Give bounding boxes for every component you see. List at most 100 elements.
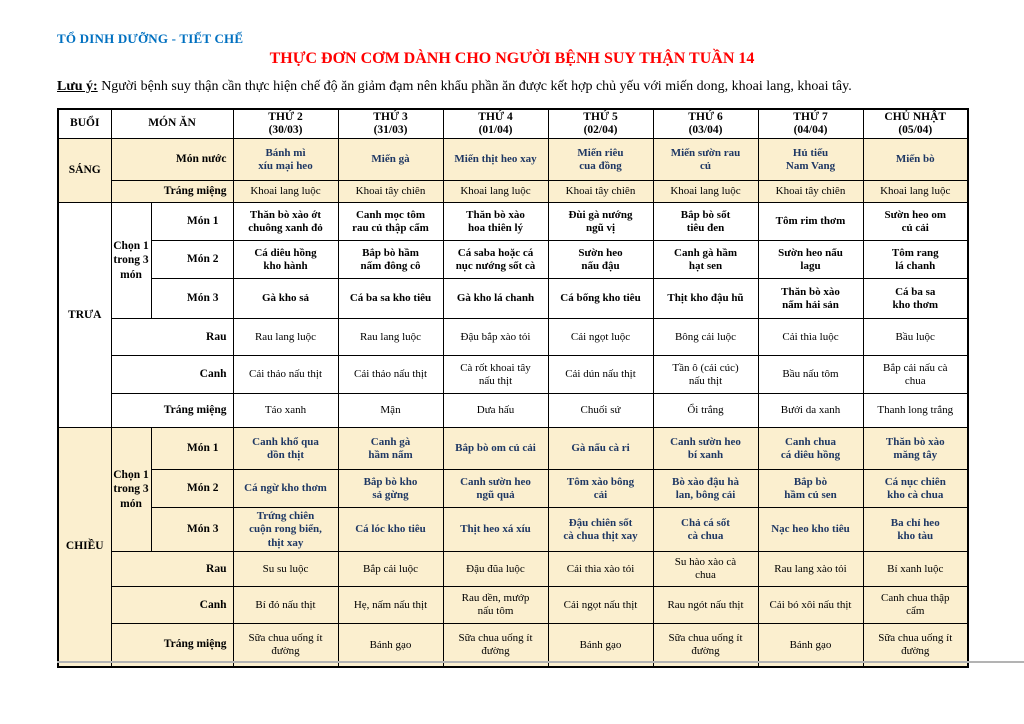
menu-cell: Cải thìa luộc	[757, 318, 864, 357]
menu-cell: Đậu bắp xào tỏi	[442, 318, 549, 357]
day-name: THỨ 6	[688, 111, 723, 123]
row-label-mon2: Món 2	[150, 240, 234, 280]
col-header-day-3: THỨ 3 (31/03)	[337, 108, 444, 140]
menu-cell: Canh gà hầm nấm	[337, 427, 444, 471]
menu-cell: Thịt heo xá xíu	[442, 507, 549, 553]
note-text: Người bệnh suy thận cần thực hiện chế độ…	[97, 79, 852, 94]
section-label-sang: SÁNG	[57, 138, 112, 204]
menu-cell: Canh chua cá diêu hồng	[757, 427, 864, 471]
menu-cell: Cải ngọt nấu thịt	[547, 586, 654, 625]
note-label: Lưu ý:	[57, 79, 98, 94]
menu-cell: Chuối sứ	[547, 393, 654, 429]
menu-cell: Thăn bò xào ớt chuông xanh đỏ	[232, 202, 339, 242]
menu-cell: Thịt kho đậu hũ	[652, 278, 759, 320]
menu-cell: Rau lang luộc	[232, 318, 339, 357]
menu-cell: Cá diêu hồng kho hành	[232, 240, 339, 280]
menu-cell: Dưa hấu	[442, 393, 549, 429]
menu-cell: Bánh gạo	[757, 623, 864, 668]
row-label-canh: Canh	[110, 355, 234, 395]
menu-cell: Bắp bò hầm nấm đông cô	[337, 240, 444, 280]
menu-cell: Bắp bò hầm củ sen	[757, 469, 864, 509]
row-label-mon3: Món 3	[150, 278, 234, 320]
menu-cell: Bánh gạo	[547, 623, 654, 668]
col-header-day-4: THỨ 4 (01/04)	[442, 108, 549, 140]
chieu-canh-row: Canh Bí đỏ nấu thịt Hẹ, nấm nấu thịt Rau…	[58, 586, 969, 625]
menu-cell: Su su luộc	[232, 551, 339, 588]
org-title: TỔ DINH DƯỠNG - TIẾT CHẾ	[57, 31, 244, 46]
menu-cell: Thăn bò xào nấm hải sản	[757, 278, 864, 320]
trua-mon2-row: Món 2 Cá diêu hồng kho hành Bắp bò hầm n…	[58, 240, 969, 280]
menu-cell: Trứng chiên cuộn rong biển, thịt xay	[232, 507, 339, 553]
header-row: BUỔI MÓN ĂN THỨ 2 (30/03) THỨ 3 (31/03) TH…	[57, 108, 969, 140]
menu-cell: Bắp cải nấu cà chua	[862, 355, 969, 395]
chieu-trang-mieng-row: Tráng miệng Sữa chua uống ít đường Bánh …	[58, 623, 969, 668]
menu-cell: Sữa chua uống ít đường	[652, 623, 759, 668]
menu-cell: Thăn bò xào măng tây	[862, 427, 969, 471]
col-header-day-7: THỨ 7 (04/04)	[757, 108, 864, 140]
col-header-mon-an: MÓN ĂN	[110, 108, 234, 140]
menu-cell: Thanh long trắng	[862, 393, 969, 429]
day-name: THỨ 2	[268, 111, 303, 123]
chieu-mon2-row: Món 2 Cá ngừ kho thơm Bắp bò kho sả gừng…	[58, 469, 969, 509]
day-date: (03/04)	[688, 124, 723, 137]
trua-mon3-row: Món 3 Gà kho sả Cá ba sa kho tiêu Gà kho…	[58, 278, 969, 320]
menu-cell: Cải thảo nấu thịt	[232, 355, 339, 395]
menu-cell: Cải ngọt luộc	[547, 318, 654, 357]
menu-cell: Rau ngót nấu thịt	[652, 586, 759, 625]
section-label-chieu: CHIỀU	[57, 427, 112, 668]
page-bottom-divider	[57, 661, 1024, 663]
day-date: (31/03)	[373, 124, 408, 137]
menu-cell: Khoai tây chiên	[757, 180, 864, 204]
row-label-mon2: Món 2	[150, 469, 234, 509]
trua-trang-mieng-row: Tráng miệng Táo xanh Mận Dưa hấu Chuối s…	[58, 393, 969, 429]
menu-cell: Bí đỏ nấu thịt	[232, 586, 339, 625]
menu-cell: Su hào xào cà chua	[652, 551, 759, 588]
day-date: (01/04)	[478, 124, 513, 137]
menu-cell: Rau lang xào tỏi	[757, 551, 864, 588]
menu-cell: Tôm rang lá chanh	[862, 240, 969, 280]
day-name: THỨ 7	[793, 111, 828, 123]
row-label-trang-mieng: Tráng miệng	[110, 180, 234, 204]
menu-cell: Khoai lang luộc	[862, 180, 969, 204]
chieu-mon1-row: CHIỀU Chọn 1 trong 3 món Món 1 Canh khổ …	[57, 427, 969, 668]
menu-cell: Bầu nấu tôm	[757, 355, 864, 395]
menu-cell: Đậu chiên sốt cà chua thịt xay	[547, 507, 654, 553]
menu-cell: Gà kho sả	[232, 278, 339, 320]
day-name: THỨ 4	[478, 111, 513, 123]
row-label-canh: Canh	[110, 586, 234, 625]
menu-cell: Tần ô (cải cúc) nấu thịt	[652, 355, 759, 395]
col-header-day-5: THỨ 5 (02/04)	[547, 108, 654, 140]
col-header-day-cn: CHỦ NHẬT (05/04)	[862, 108, 969, 140]
menu-cell: Gà kho lá chanh	[442, 278, 549, 320]
menu-cell: Sữa chua uống ít đường	[442, 623, 549, 668]
menu-cell: Cải bó xôi nấu thịt	[757, 586, 864, 625]
menu-cell: Sườn heo om củ cải	[862, 202, 969, 242]
trua-canh-row: Canh Cải thảo nấu thịt Cải thảo nấu thịt…	[58, 355, 969, 395]
choose-note-chieu: Chọn 1 trong 3 món	[110, 427, 152, 553]
row-label-trang-mieng: Tráng miệng	[110, 623, 234, 668]
menu-cell: Sữa chua uống ít đường	[862, 623, 969, 668]
menu-cell: Sườn heo nấu lagu	[757, 240, 864, 280]
menu-cell: Táo xanh	[232, 393, 339, 429]
menu-cell: Thăn bò xào hoa thiên lý	[442, 202, 549, 242]
row-label-rau: Rau	[110, 551, 234, 588]
day-date: (05/04)	[898, 124, 933, 137]
day-name: CHỦ NHẬT	[884, 111, 947, 123]
menu-cell: Cải dún nấu thịt	[547, 355, 654, 395]
choose-note-trua: Chọn 1 trong 3 món	[110, 202, 152, 320]
row-label-trang-mieng: Tráng miệng	[110, 393, 234, 429]
menu-cell: Bánh gạo	[337, 623, 444, 668]
menu-cell: Miến bò	[862, 138, 969, 182]
col-header-day-2: THỨ 2 (30/03)	[232, 108, 339, 140]
trua-rau-row: Rau Rau lang luộc Rau lang luộc Đậu bắp …	[58, 318, 969, 357]
menu-cell: Khoai tây chiên	[337, 180, 444, 204]
menu-cell: Rau dền, mướp nấu tôm	[442, 586, 549, 625]
menu-cell: Tôm xào bông cải	[547, 469, 654, 509]
menu-cell: Cải thìa xào tỏi	[547, 551, 654, 588]
sang-mon-nuoc-row: SÁNG Món nước Bánh mì xíu mại heo Miến g…	[57, 138, 969, 204]
menu-cell: Bưởi da xanh	[757, 393, 864, 429]
day-name: THỨ 5	[583, 111, 618, 123]
menu-cell: Sữa chua uống ít đường	[232, 623, 339, 668]
menu-table: BUỔI MÓN ĂN THỨ 2 (30/03) THỨ 3 (31/03) TH…	[57, 108, 969, 668]
menu-cell: Ba chỉ heo kho tàu	[862, 507, 969, 553]
